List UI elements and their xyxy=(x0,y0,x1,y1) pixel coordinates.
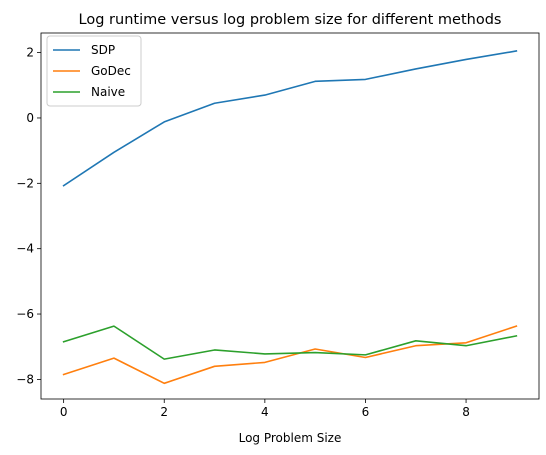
y-tick-label: −8 xyxy=(16,372,34,386)
y-tick-label: 0 xyxy=(26,111,34,125)
legend-label-godec: GoDec xyxy=(91,64,131,78)
x-axis-ticks: 0 2 4 6 8 xyxy=(60,399,470,419)
y-axis-ticks: 2 0 −2 −4 −6 −8 xyxy=(16,46,41,386)
series-line-godec xyxy=(62,325,518,385)
x-tick-label: 8 xyxy=(462,405,470,419)
x-tick-label: 0 xyxy=(60,405,68,419)
x-tick-label: 2 xyxy=(160,405,168,419)
series-layer xyxy=(62,50,518,385)
legend-box xyxy=(46,35,142,107)
y-tick-label: −2 xyxy=(16,176,34,190)
plot-frame xyxy=(40,32,540,400)
x-axis-label: Log Problem Size xyxy=(239,431,342,445)
legend-label-naive: Naive xyxy=(91,85,125,99)
chart-title: Log runtime versus log problem size for … xyxy=(79,12,502,28)
legend: SDP GoDec Naive xyxy=(46,35,142,107)
series-line-naive xyxy=(62,325,518,360)
y-tick-label: −4 xyxy=(16,242,34,256)
series-line-sdp xyxy=(62,50,518,187)
legend-label-sdp: SDP xyxy=(91,43,115,57)
y-tick-label: −6 xyxy=(16,307,34,321)
y-tick-label: 2 xyxy=(26,46,34,60)
legend-items: SDP GoDec Naive xyxy=(53,43,131,99)
plot-area: 0 2 4 6 8 2 0 −2 −4 −6 −8 xyxy=(16,32,540,419)
x-tick-label: 4 xyxy=(261,405,269,419)
x-tick-label: 6 xyxy=(362,405,370,419)
